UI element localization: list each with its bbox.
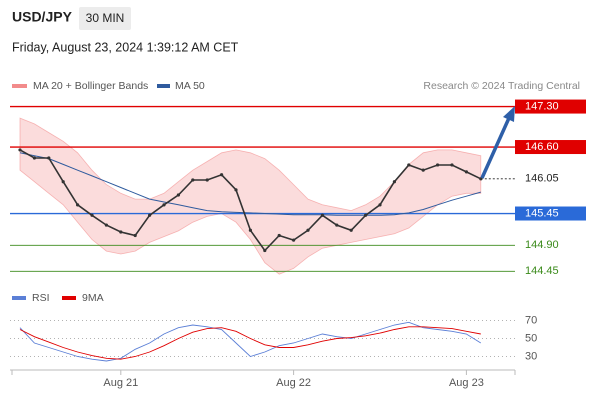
level-label-box xyxy=(515,99,586,114)
price-point xyxy=(277,233,281,238)
price-point xyxy=(220,173,224,177)
rsi-line xyxy=(19,321,482,362)
price-point xyxy=(61,180,65,184)
price-panel: MA 20 + Bollinger Bands MA 50 147.30 146.60… xyxy=(10,80,586,277)
price-point xyxy=(176,193,180,197)
price-point xyxy=(162,203,166,207)
price-point xyxy=(349,228,353,232)
price-point xyxy=(306,228,310,232)
price-point xyxy=(392,180,396,184)
timeframe-box xyxy=(79,7,131,30)
level-label: 147.30 xyxy=(525,100,559,112)
level-label: 144.90 xyxy=(525,239,559,251)
price-point xyxy=(76,203,80,207)
price-point xyxy=(234,188,238,192)
level-label: 145.45 xyxy=(525,207,559,219)
legend-label: 9MA xyxy=(82,292,104,304)
level-label-box xyxy=(515,140,586,155)
price-point xyxy=(320,213,324,217)
price-point xyxy=(148,213,152,217)
price-point xyxy=(104,223,108,227)
y-tick-label: 30 xyxy=(525,350,537,362)
x-tick-label: Aug 23 xyxy=(449,377,484,389)
price-point xyxy=(378,203,382,207)
ma-line xyxy=(19,152,481,216)
price-point xyxy=(292,238,296,242)
price-point xyxy=(32,156,37,160)
forecast-arrowhead xyxy=(503,106,515,122)
rsi-line xyxy=(19,326,481,360)
price-point xyxy=(119,230,123,234)
legend-label: MA 50 xyxy=(175,80,205,92)
price-point xyxy=(191,178,195,182)
price-point xyxy=(407,163,411,167)
price-point xyxy=(133,233,137,238)
price-point xyxy=(335,223,339,227)
price-point xyxy=(421,168,425,172)
price-point xyxy=(479,177,483,181)
datetime: Friday, August 23, 2024 1:39:12 AM CET xyxy=(12,40,239,54)
y-tick-label: 50 xyxy=(525,332,537,344)
symbol: USD/JPY xyxy=(12,9,73,25)
price-point xyxy=(464,170,468,174)
price-point xyxy=(263,248,267,253)
legend-label: MA 20 + Bollinger Bands xyxy=(33,80,148,92)
timeframe: 30 MIN xyxy=(86,11,125,25)
price-point xyxy=(205,178,209,182)
rsi-panel: RSI 9MA 30 50 70 Aug 21 Aug 22 Aug 23 xyxy=(10,292,537,389)
level-label: 146.60 xyxy=(525,141,559,153)
level-label-box xyxy=(515,206,586,221)
price-point xyxy=(90,213,94,217)
level-label: 146.05 xyxy=(525,173,559,185)
price-point xyxy=(364,213,368,217)
forecast-arrow xyxy=(480,117,511,179)
x-tick-label: Aug 21 xyxy=(103,377,138,389)
price-point xyxy=(18,148,22,152)
price-point xyxy=(248,228,252,232)
price-point xyxy=(450,163,454,167)
attribution: Research © 2024 Trading Central xyxy=(423,80,580,92)
x-tick-label: Aug 22 xyxy=(276,377,311,389)
level-label: 144.45 xyxy=(525,265,559,277)
y-tick-label: 70 xyxy=(525,314,537,326)
price-point xyxy=(436,163,440,167)
legend-label: RSI xyxy=(32,292,50,304)
price-point xyxy=(47,156,51,160)
